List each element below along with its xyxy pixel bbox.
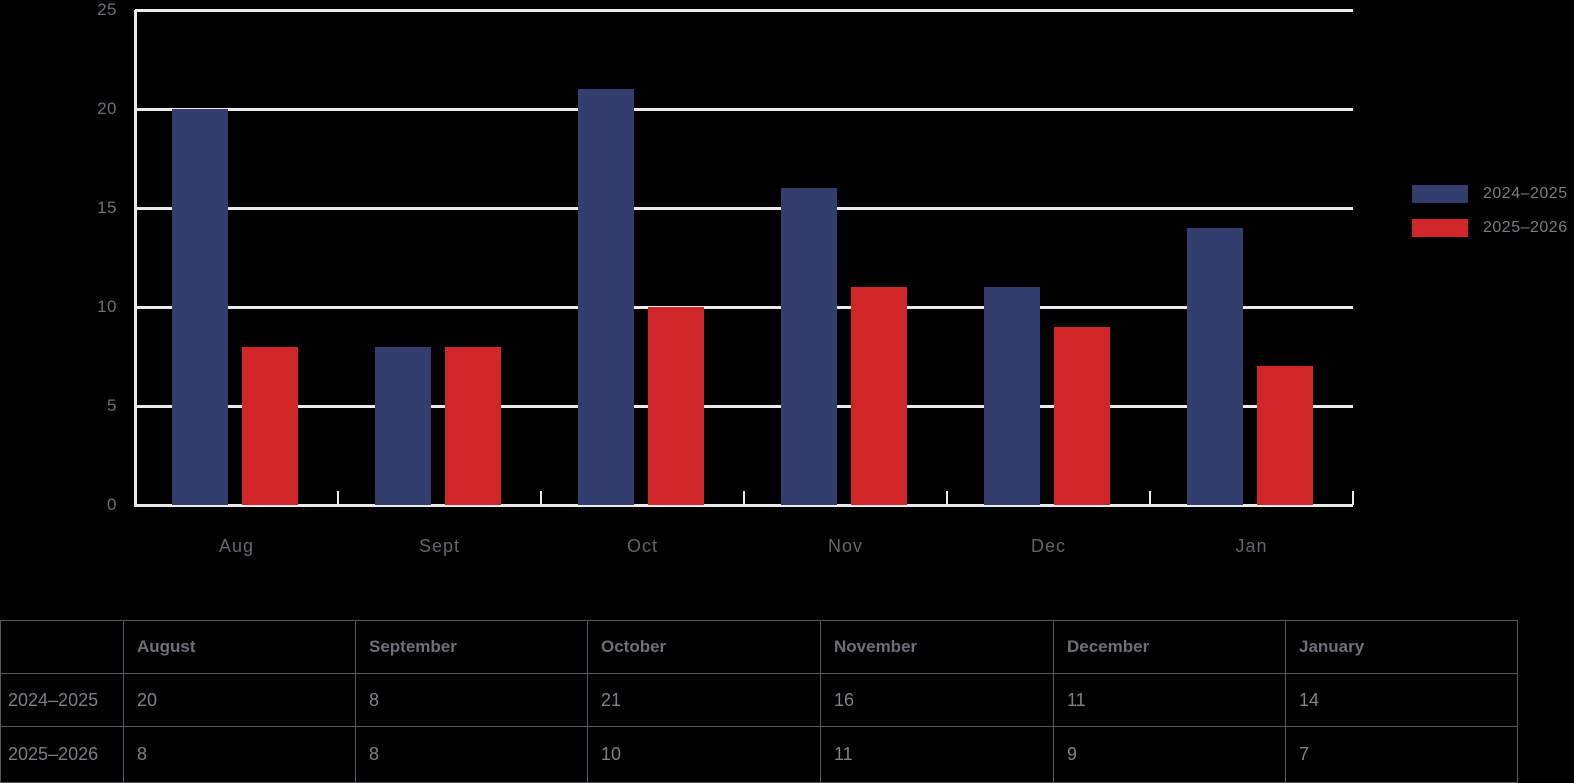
bar-2024-2025-nov	[781, 188, 837, 505]
bar-2024-2025-sept	[375, 347, 431, 505]
bar-2025-2026-jan	[1257, 366, 1313, 505]
bar-2025-2026-aug	[242, 347, 298, 505]
y-axis-line	[134, 10, 137, 507]
table-row: 2025–2026 8 8 10 11 9 7	[0, 726, 1518, 783]
y-axis-tick-label: 20	[97, 99, 117, 118]
gridline-y-20	[135, 108, 1353, 111]
table-row: 2024–2025 20 8 21 16 11 14	[0, 673, 1518, 727]
y-axis-tick-label: 10	[97, 297, 117, 316]
y-axis-tick-label: 15	[97, 198, 117, 217]
x-axis-category-label: Nov	[827, 536, 863, 556]
y-axis-tick-label: 5	[107, 396, 117, 415]
table-value-cell: 8	[355, 726, 588, 783]
x-axis-category-label: Sept	[418, 536, 461, 556]
bar-2025-2026-sept	[445, 347, 501, 505]
table-value-cell: 21	[587, 673, 821, 727]
bar-2024-2025-oct	[578, 89, 634, 505]
y-axis-tick-label: 25	[97, 0, 117, 19]
legend-swatch	[1412, 219, 1468, 237]
table-value-cell: 8	[123, 726, 356, 783]
gridline-y-10	[135, 306, 1353, 309]
bar-2024-2025-dec	[984, 287, 1040, 505]
x-axis-category-label: Aug	[218, 536, 255, 556]
x-axis-tick	[540, 491, 542, 505]
table-value-cell: 11	[1053, 673, 1286, 727]
table-value-cell: 16	[820, 673, 1054, 727]
legend-swatch	[1412, 185, 1468, 203]
table-corner-cell	[0, 620, 124, 674]
table-value-cell: 8	[355, 673, 588, 727]
table-header-cell: November	[820, 620, 1054, 674]
bar-2024-2025-jan	[1187, 228, 1243, 505]
bar-chart: 0 5 10 15 20 25 Aug Sept Oct Nov Dec Jan	[97, 0, 1354, 556]
x-axis-category-label: Oct	[626, 536, 658, 556]
x-axis-tick	[337, 491, 339, 505]
bar-2025-2026-nov	[851, 287, 907, 505]
table-value-cell: 14	[1285, 673, 1518, 727]
legend-label: 2025–2026	[1483, 219, 1568, 236]
x-axis-tick	[743, 491, 745, 505]
data-table: August September October November December Ja…	[0, 620, 1518, 783]
table-value-cell: 11	[820, 726, 1054, 783]
table-value-cell: 20	[123, 673, 356, 727]
gridline-y-0	[135, 504, 1353, 507]
table-header-cell: September	[355, 620, 588, 674]
gridline-y-25	[135, 9, 1353, 12]
x-axis-category-label: Jan	[1235, 536, 1268, 556]
gridline-y-5	[135, 405, 1353, 408]
y-axis-tick-label: 0	[107, 495, 117, 514]
table-header-row: August September October November December Ja…	[0, 620, 1518, 674]
legend-label: 2024–2025	[1483, 185, 1568, 202]
bar-2025-2026-dec	[1054, 327, 1110, 505]
x-axis-tick	[946, 491, 948, 505]
gridline-y-15	[135, 207, 1353, 210]
table-header-cell: December	[1053, 620, 1286, 674]
table-value-cell: 7	[1285, 726, 1518, 783]
bar-2024-2025-aug	[172, 109, 228, 505]
table-value-cell: 9	[1053, 726, 1286, 783]
x-axis-tick	[1352, 491, 1354, 505]
table-header-cell: January	[1285, 620, 1518, 674]
x-axis-tick	[1149, 491, 1151, 505]
table-row-label: 2025–2026	[0, 726, 124, 783]
x-axis-category-label: Dec	[1030, 536, 1066, 556]
bar-2025-2026-oct	[648, 307, 704, 505]
table-value-cell: 10	[587, 726, 821, 783]
table-row-label: 2024–2025	[0, 673, 124, 727]
table-header-cell: August	[123, 620, 356, 674]
table-header-cell: October	[587, 620, 821, 674]
